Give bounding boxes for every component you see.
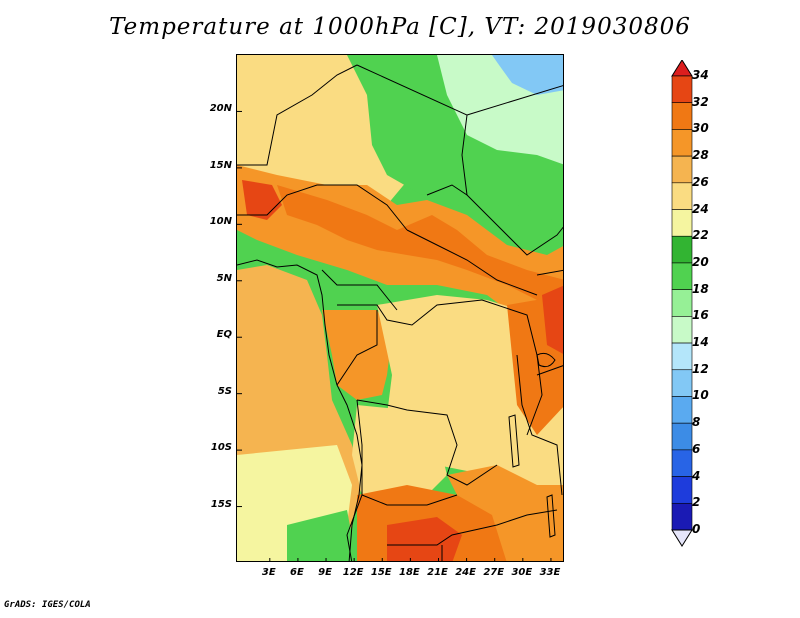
border-line bbox=[321, 269, 398, 311]
border-line bbox=[336, 310, 378, 386]
lat-label: EQ bbox=[216, 329, 232, 341]
colorbar-level-label: 30 bbox=[692, 121, 709, 136]
colorbar-segment bbox=[671, 75, 693, 104]
colorbar-level-label: 20 bbox=[692, 254, 709, 269]
colorbar-segment bbox=[671, 476, 693, 504]
colorbar-segment bbox=[671, 235, 693, 264]
colorbar-segment bbox=[671, 396, 693, 424]
colorbar-segment bbox=[671, 316, 693, 344]
region-southern-red bbox=[387, 517, 462, 561]
lon-label: 15E bbox=[370, 567, 392, 578]
lon-label: 33E bbox=[539, 567, 561, 578]
lat-label: 10S bbox=[210, 442, 232, 454]
border-line bbox=[356, 64, 468, 197]
lon-label: 24E bbox=[455, 567, 476, 578]
map-panel bbox=[236, 54, 564, 562]
border-line bbox=[337, 299, 483, 326]
lon-label: 6E bbox=[290, 567, 304, 578]
border-line bbox=[356, 399, 458, 506]
region-angola-south bbox=[447, 465, 563, 561]
border-line bbox=[356, 399, 498, 486]
border-line bbox=[516, 354, 563, 496]
lon-label: 21E bbox=[427, 567, 448, 578]
lat-label: 5S bbox=[217, 385, 232, 397]
colorbar-segment bbox=[671, 369, 693, 397]
border-line bbox=[346, 494, 363, 561]
country-borders bbox=[237, 64, 563, 561]
border-line bbox=[237, 184, 408, 231]
colorbar-level-label: 34 bbox=[692, 68, 709, 82]
colorbar bbox=[671, 60, 693, 547]
border-line bbox=[387, 509, 558, 546]
colorbar-segment bbox=[671, 262, 693, 290]
colorbar-level-label: 22 bbox=[692, 228, 709, 243]
colorbar-level-label: 10 bbox=[692, 388, 709, 403]
lat-label: 5N bbox=[216, 272, 232, 284]
colorbar-level-label: 0 bbox=[692, 522, 701, 536]
region-east-red bbox=[542, 285, 563, 354]
colorbar-segment bbox=[671, 289, 693, 317]
map-title: Temperature at 1000hPa [C], VT: 20190308… bbox=[109, 14, 691, 40]
colorbar-level-label: 14 bbox=[692, 335, 709, 350]
colorbar-level-label: 32 bbox=[692, 94, 709, 109]
colorbar-level-label: 12 bbox=[692, 361, 709, 376]
lake-malawi bbox=[546, 494, 556, 538]
colorbar-level-label: 4 bbox=[692, 468, 701, 483]
border-line bbox=[536, 269, 563, 276]
colorbar-level-label: 28 bbox=[692, 148, 709, 163]
colorbar-segment bbox=[671, 449, 693, 477]
credit-text: GrADS: IGES/COLA bbox=[4, 600, 91, 610]
colorbar-level-label: 26 bbox=[692, 174, 709, 189]
colorbar-segment bbox=[671, 342, 693, 371]
colorbar-level-label: 2 bbox=[692, 495, 701, 510]
ticks bbox=[237, 110, 552, 561]
lon-label: 12E bbox=[342, 567, 364, 578]
colorbar-level-label: 16 bbox=[692, 308, 709, 323]
lat-label: 15S bbox=[210, 498, 232, 510]
colorbar-level-label: 18 bbox=[692, 281, 709, 296]
border-line bbox=[237, 64, 358, 166]
lat-label: 20N bbox=[209, 103, 232, 115]
region-sahel-hot bbox=[277, 185, 563, 310]
lake-tanganyika bbox=[508, 414, 520, 468]
region-angola bbox=[352, 405, 447, 505]
colorbar-segment bbox=[671, 422, 693, 451]
colorbar-segment bbox=[671, 182, 693, 210]
border-line bbox=[466, 85, 563, 116]
lon-label: 30E bbox=[511, 567, 533, 578]
lon-label: 9E bbox=[318, 567, 332, 578]
lon-label: 27E bbox=[483, 567, 505, 578]
colorbar-top-arrow bbox=[671, 60, 693, 77]
border-line bbox=[406, 229, 538, 296]
border-line bbox=[466, 194, 563, 256]
colorbar-segment bbox=[671, 129, 693, 157]
region-southwest-green bbox=[287, 510, 357, 561]
region-northeast-sky bbox=[492, 55, 563, 95]
lat-label: 15N bbox=[209, 159, 232, 171]
lake-victoria bbox=[536, 352, 556, 368]
lon-label: 3E bbox=[261, 567, 276, 578]
colorbar-segment bbox=[671, 155, 693, 184]
coastline bbox=[237, 259, 363, 561]
colorbar-level-label: 8 bbox=[692, 415, 701, 430]
colorbar-segment bbox=[671, 502, 693, 531]
colorbar-bottom-arrow bbox=[671, 529, 693, 547]
colorbar-segment bbox=[671, 102, 693, 130]
temperature-map bbox=[237, 55, 563, 561]
colorbar-level-label: 24 bbox=[692, 201, 709, 216]
colorbar-level-label: 6 bbox=[692, 441, 701, 456]
lakes bbox=[508, 352, 556, 538]
lat-label: 10N bbox=[209, 216, 232, 228]
colorbar-segment bbox=[671, 209, 693, 237]
border-line bbox=[536, 365, 563, 376]
lon-label: 18E bbox=[398, 567, 420, 578]
